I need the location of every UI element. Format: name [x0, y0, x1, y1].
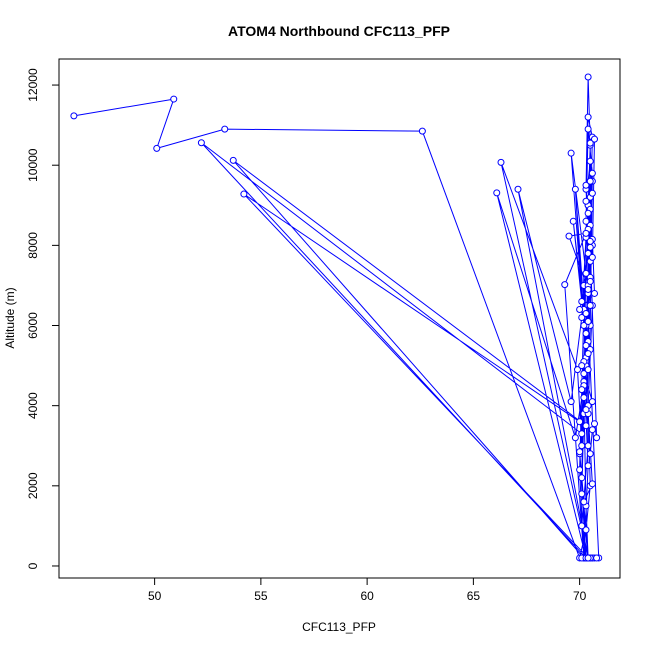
data-point: [569, 217, 577, 225]
x-axis-label: CFC113_PFP: [302, 620, 376, 634]
data-point: [578, 474, 586, 482]
data-point: [584, 318, 592, 326]
data-point: [584, 125, 592, 133]
data-point: [197, 139, 205, 147]
data-point: [578, 442, 586, 450]
data-point: [580, 322, 588, 330]
y-axis-label: Altitude (m): [3, 287, 17, 348]
data-point: [588, 253, 596, 261]
x-tick-label: 50: [148, 589, 162, 603]
data-point: [567, 149, 575, 157]
data-point: [591, 420, 598, 428]
data-point: [580, 370, 588, 378]
chart-title: ATOM4 Northbound CFC113_PFP: [228, 23, 450, 39]
data-point: [578, 430, 586, 438]
data-point: [578, 297, 586, 305]
data-point: [580, 394, 588, 402]
data-point: [584, 462, 592, 470]
x-axis: 50 55 60 65 70: [148, 578, 587, 603]
data-point: [591, 289, 598, 297]
data-point: [582, 330, 590, 338]
data-point: [584, 350, 592, 358]
x-tick-label: 60: [360, 589, 374, 603]
data-point: [588, 398, 596, 406]
data-point: [567, 398, 575, 406]
data-point: [571, 434, 579, 442]
y-tick-label: 12000: [26, 68, 40, 102]
y-tick-label: 0: [26, 562, 40, 569]
y-tick-label: 6000: [26, 312, 40, 339]
y-tick-label: 10000: [26, 148, 40, 182]
data-point: [586, 277, 594, 285]
y-tick-label: 8000: [26, 232, 40, 259]
data-point: [229, 156, 237, 164]
data-point: [576, 466, 584, 474]
data-point: [221, 125, 229, 133]
x-tick-label: 55: [254, 589, 268, 603]
data-point: [576, 418, 584, 426]
data-point: [586, 177, 594, 185]
data-point: [584, 209, 592, 217]
data-point: [576, 305, 584, 313]
data-point: [578, 490, 586, 498]
data-point: [584, 366, 592, 374]
data-point: [582, 217, 590, 225]
data-point: [578, 314, 586, 321]
data-point: [593, 554, 601, 562]
data-point: [584, 554, 592, 562]
data-point: [591, 135, 598, 143]
data-point: [588, 480, 596, 488]
data-point: [586, 450, 594, 458]
data-point: [582, 422, 590, 430]
data-point: [586, 157, 594, 165]
data-point: [576, 448, 584, 456]
data-point: [70, 112, 78, 120]
data-point: [584, 113, 592, 121]
data-point: [588, 189, 596, 197]
y-tick-label: 2000: [26, 472, 40, 499]
data-point: [574, 366, 581, 374]
data-point: [588, 169, 596, 177]
data-point: [582, 269, 590, 277]
data-point: [584, 249, 592, 257]
data-point: [170, 95, 178, 103]
data-point: [586, 139, 594, 147]
data-point: [578, 522, 586, 530]
data-point: [240, 190, 248, 198]
data-point: [586, 301, 594, 309]
data-point: [582, 309, 590, 317]
data-point: [584, 73, 592, 81]
data-point: [418, 127, 426, 135]
data-point: [584, 285, 592, 293]
data-point: [582, 229, 590, 237]
data-point: [497, 158, 505, 166]
data-point: [586, 243, 594, 251]
data-point: [153, 144, 161, 152]
y-tick-label: 4000: [26, 392, 40, 419]
data-point: [593, 434, 601, 442]
data-point: [582, 197, 590, 205]
series-line: [73, 77, 600, 560]
plot-frame: [58, 58, 621, 579]
data-point: [493, 189, 501, 197]
y-axis: 0 2000 4000 6000 8000 10000 12000: [26, 68, 59, 569]
data-point: [582, 406, 590, 414]
data-point: [565, 232, 573, 240]
data-point: [578, 386, 586, 394]
data-point: [561, 281, 569, 289]
data-point: [582, 526, 590, 534]
data-point: [514, 185, 522, 193]
data-point: [588, 426, 596, 434]
data-point: [586, 237, 594, 245]
data-point: [582, 181, 590, 189]
data-point: [582, 342, 590, 350]
data-point: [584, 442, 592, 450]
data-point: [580, 498, 588, 506]
x-tick-label: 70: [573, 589, 587, 603]
data-point: [571, 185, 579, 193]
data-point: [578, 362, 586, 370]
x-tick-label: 65: [467, 589, 481, 603]
data-series: [70, 73, 603, 562]
